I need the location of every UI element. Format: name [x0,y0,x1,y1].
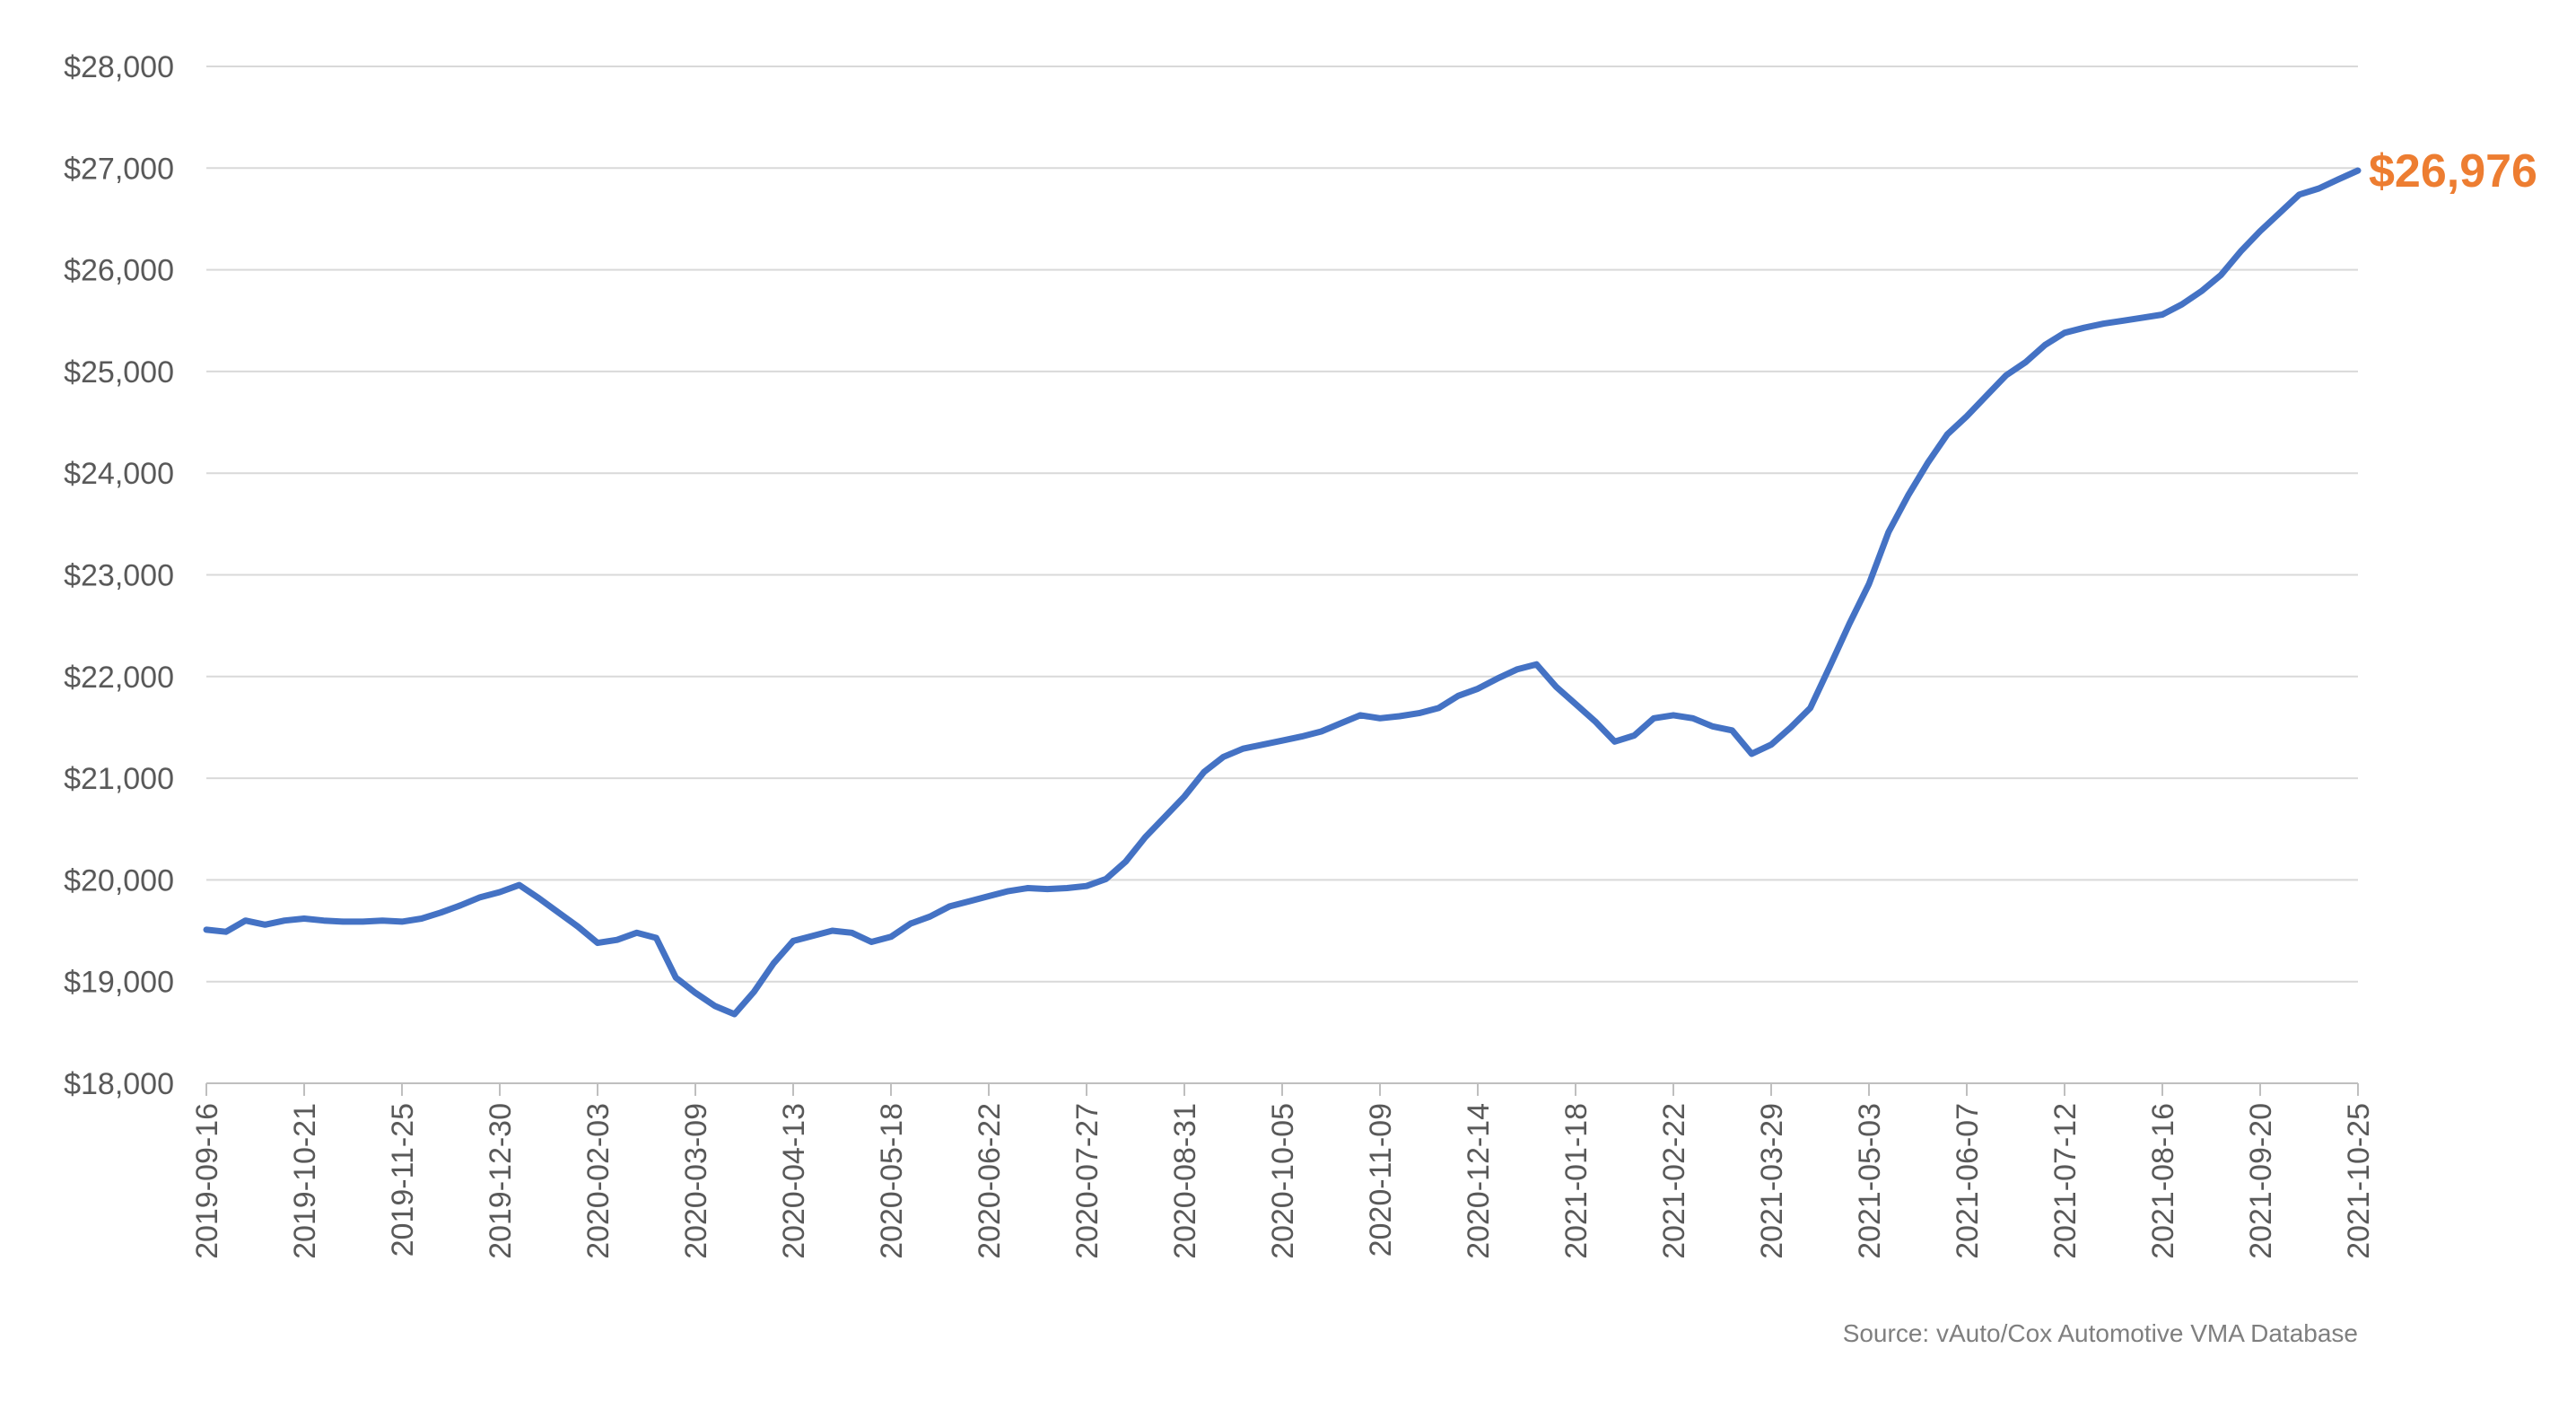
y-axis-tick-labels: $18,000 $19,000 $20,000 $21,000 $22,000 $23,0… [64,50,174,1101]
x-tick-label: 2021-01-18 [1559,1103,1594,1259]
x-tick-label: 2020-03-09 [679,1103,713,1259]
x-tick-label: 2021-08-16 [2146,1103,2180,1259]
series-line [203,167,2362,1018]
x-tick-label: 2020-05-18 [875,1103,909,1259]
x-tick-label: 2021-09-20 [2244,1103,2278,1259]
y-tick-label: $25,000 [64,355,174,390]
x-tick-label: 2019-09-16 [190,1103,224,1259]
y-tick-label: $21,000 [64,762,174,796]
y-tick-label: $19,000 [64,966,174,1000]
x-tick-label: 2020-04-13 [777,1103,811,1259]
x-tick-label: 2020-12-14 [1462,1103,1496,1259]
x-tick-label: 2020-11-09 [1364,1103,1398,1257]
y-tick-label: $22,000 [64,661,174,695]
x-tick-label: 2021-07-12 [2048,1103,2083,1259]
source-note: Source: vAuto/Cox Automotive VMA Databas… [1843,1319,2358,1347]
x-tick-label: 2019-10-21 [288,1103,322,1259]
y-tick-label: $18,000 [64,1067,174,1101]
gridlines [206,66,2358,1084]
x-tick-label: 2019-12-30 [484,1103,518,1259]
x-tick-label: 2020-08-31 [1168,1103,1202,1259]
end-value-label: $26,976 [2369,145,2537,197]
x-tick-label: 2021-05-03 [1853,1103,1887,1259]
x-axis-tick-labels: 2019-09-16 2019-10-21 2019-11-25 2019-12-30… [190,1083,2376,1259]
y-tick-label: $26,000 [64,254,174,288]
x-tick-label: 2021-06-07 [1951,1103,1985,1259]
x-tick-label: 2020-10-05 [1266,1103,1300,1259]
x-tick-label: 2021-03-29 [1755,1103,1789,1259]
y-tick-label: $28,000 [64,50,174,84]
x-tick-label: 2020-06-22 [973,1103,1007,1259]
x-tick-label: 2021-10-25 [2342,1103,2376,1259]
y-tick-label: $27,000 [64,152,174,186]
x-tick-label: 2020-07-27 [1070,1103,1105,1259]
series-layer [203,167,2362,1018]
y-tick-label: $24,000 [64,457,174,491]
x-tick-label: 2021-02-22 [1657,1103,1691,1259]
x-tick-label: 2019-11-25 [386,1103,420,1257]
y-tick-label: $23,000 [64,559,174,593]
x-tick-label: 2020-02-03 [581,1103,616,1259]
y-tick-label: $20,000 [64,863,174,898]
